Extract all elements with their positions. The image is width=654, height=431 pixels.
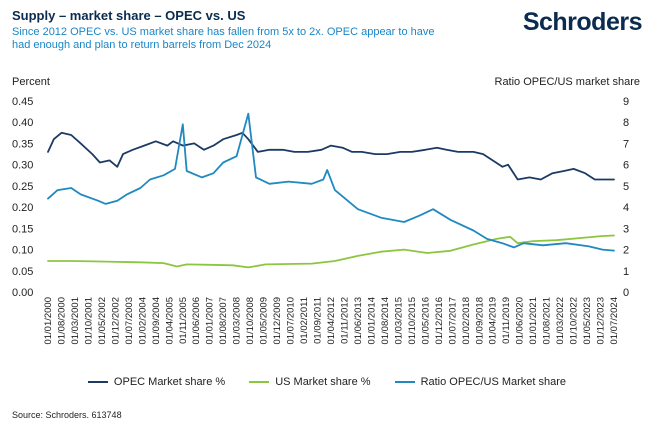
legend-item-opec: OPEC Market share % [87, 376, 226, 388]
chart-legend: OPEC Market share % US Market share % Ra… [0, 376, 654, 388]
chart-subtitle: Since 2012 OPEC vs. US market share has … [12, 26, 435, 51]
x-tick-label: 01/06/2006 [191, 297, 202, 345]
x-tick-label: 01/04/2005 [164, 297, 175, 345]
series-line-ratio [47, 112, 615, 252]
x-tick-label: 01/04/2012 [326, 297, 337, 345]
x-tick-label: 01/03/2001 [70, 297, 81, 345]
x-tick-label: 01/07/2017 [447, 297, 458, 345]
y-tick-label: 0.35 [12, 138, 33, 150]
x-tick-label: 01/01/2000 [43, 297, 54, 345]
x-tick-label: 01/01/2014 [366, 297, 377, 345]
x-tick-label: 01/12/2016 [434, 297, 445, 345]
x-tick-label: 01/07/2024 [609, 297, 620, 345]
legend-label-opec: OPEC Market share % [113, 376, 226, 388]
legend-item-ratio: Ratio OPEC/US Market share [394, 376, 567, 388]
x-tick-label: 01/12/2002 [110, 297, 121, 345]
x-tick-label: 01/08/2014 [380, 297, 391, 345]
x-tick-label: 01/12/2009 [272, 297, 283, 345]
chart-title: Supply – market share – OPEC vs. US [12, 8, 246, 23]
x-tick-label: 01/05/2009 [259, 297, 270, 345]
y-tick-label: 0.05 [12, 266, 33, 278]
series-line-opec [47, 131, 615, 181]
y2-tick-label: 1 [623, 266, 629, 278]
y2-tick-label: 6 [623, 160, 629, 172]
y-tick-label: 0.40 [12, 117, 33, 129]
y2-tick-label: 9 [623, 96, 629, 108]
x-tick-label: 01/11/2012 [340, 297, 351, 344]
y-tick-label: 0.10 [12, 245, 33, 257]
y2-tick-label: 8 [623, 117, 629, 129]
x-tick-label: 01/10/2001 [83, 297, 94, 345]
x-tick-label: 01/01/2007 [205, 297, 216, 345]
y-tick-label: 0.15 [12, 223, 33, 235]
x-tick-label: 01/10/2008 [245, 297, 256, 345]
y-tick-label: 0.45 [12, 96, 33, 108]
y2-tick-label: 4 [623, 202, 629, 214]
x-tick-label: 01/03/2015 [393, 297, 404, 345]
x-tick-label: 01/10/2015 [407, 297, 418, 345]
x-tick-label: 01/12/2023 [596, 297, 607, 345]
x-tick-label: 01/03/2022 [555, 297, 566, 345]
y2-tick-label: 3 [623, 223, 629, 235]
x-tick-label: 01/05/2002 [97, 297, 108, 345]
x-tick-label: 01/08/2021 [542, 297, 553, 345]
x-tick-label: 01/08/2007 [218, 297, 229, 345]
y-tick-label: 0.25 [12, 181, 33, 193]
right-axis-label: Ratio OPEC/US market share [494, 76, 641, 88]
y2-tick-label: 5 [623, 181, 629, 193]
x-tick-label: 01/05/2023 [582, 297, 593, 345]
y-tick-label: 0.00 [12, 287, 33, 299]
x-tick-label: 01/09/2018 [474, 297, 485, 345]
schroders-logo: Schroders [522, 8, 643, 36]
source-note: Source: Schroders. 613748 [12, 410, 122, 420]
legend-label-ratio: Ratio OPEC/US Market share [420, 376, 567, 388]
x-tick-label: 01/11/2019 [501, 297, 512, 344]
x-tick-label: 01/08/2000 [56, 297, 67, 345]
x-tick-label: 01/03/2008 [232, 297, 243, 345]
legend-swatch-ratio [394, 381, 415, 383]
x-tick-label: 01/02/2004 [137, 297, 148, 345]
y-tick-label: 0.20 [12, 202, 33, 214]
legend-swatch-opec [87, 381, 108, 383]
legend-label-us: US Market share % [275, 376, 371, 388]
x-tick-label: 01/05/2016 [420, 297, 431, 345]
x-tick-label: 01/10/2022 [569, 297, 580, 345]
series-line-us [47, 234, 615, 269]
left-axis-label: Percent [12, 76, 50, 88]
x-tick-label: 01/02/2018 [461, 297, 472, 345]
y-tick-label: 0.30 [12, 160, 33, 172]
y2-tick-label: 2 [623, 245, 629, 257]
y2-tick-label: 7 [623, 138, 629, 150]
x-tick-label: 01/06/2020 [515, 297, 526, 345]
x-tick-label: 01/06/2013 [353, 297, 364, 345]
legend-swatch-us [249, 381, 270, 383]
x-tick-label: 01/09/2004 [151, 297, 162, 345]
x-tick-label: 01/07/2010 [286, 297, 297, 345]
x-tick-label: 01/01/2021 [528, 297, 539, 345]
y2-tick-label: 0 [623, 287, 629, 299]
x-tick-label: 01/04/2019 [488, 297, 499, 345]
x-tick-label: 01/07/2003 [124, 297, 135, 345]
x-tick-label: 01/11/2005 [178, 297, 189, 344]
legend-item-us: US Market share % [249, 376, 371, 388]
x-tick-label: 01/02/2011 [299, 297, 310, 344]
x-tick-label: 01/09/2011 [313, 297, 324, 344]
